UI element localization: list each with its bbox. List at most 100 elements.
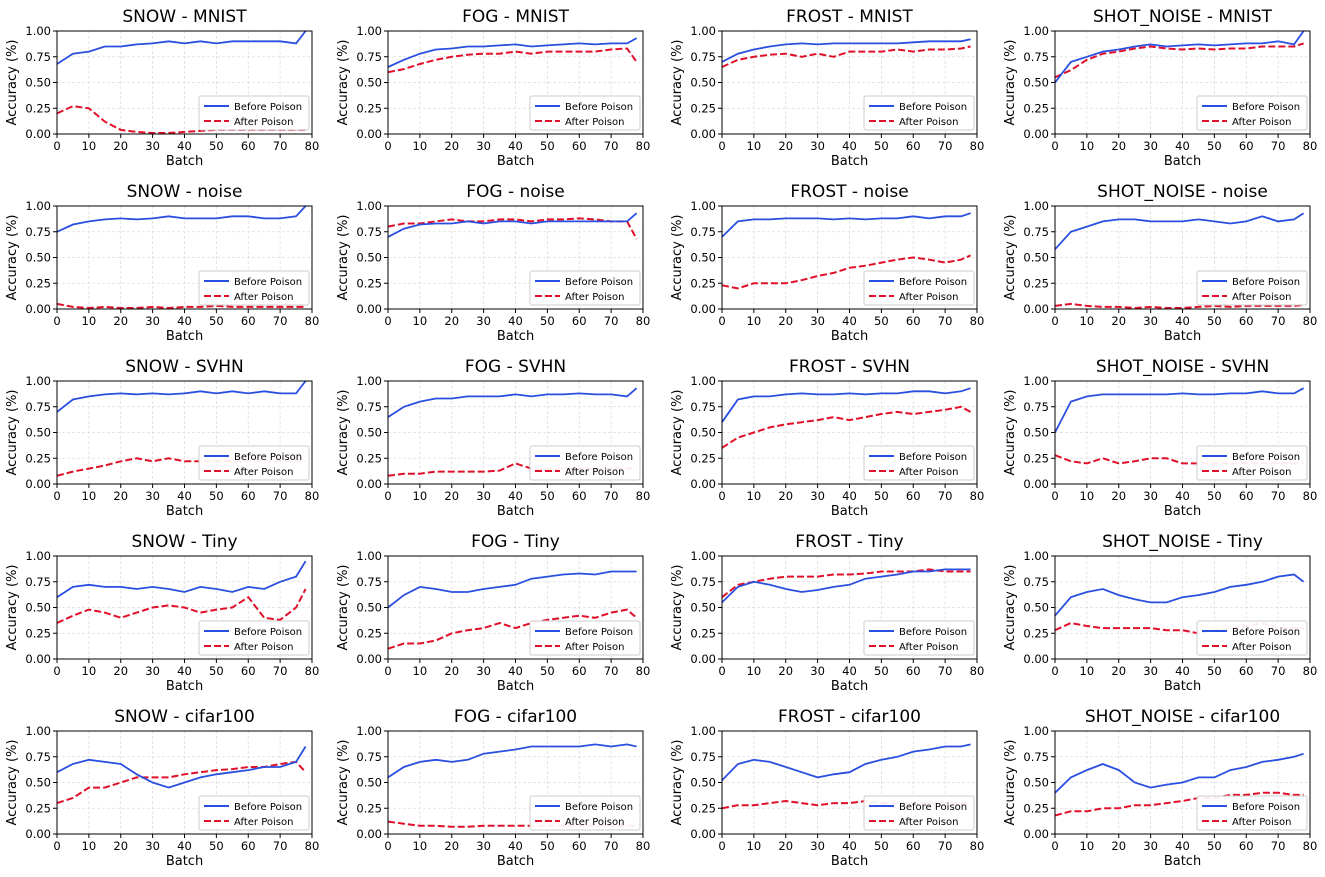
x-tick-label: 20 — [444, 314, 459, 328]
legend-label-after: After Poison — [1232, 117, 1291, 128]
x-tick-label: 80 — [636, 139, 651, 153]
y-tick-label: 0.75 — [690, 750, 716, 764]
series-before-poison — [387, 212, 638, 238]
x-tick-label: 60 — [906, 489, 921, 503]
y-tick-label: 1.00 — [356, 549, 382, 563]
x-tick-label: 50 — [540, 489, 555, 503]
x-axis-label: Batch — [166, 679, 203, 694]
y-tick-label: 0.25 — [356, 276, 382, 290]
series-after-poison — [56, 302, 306, 310]
series-before-poison — [1054, 573, 1305, 617]
y-tick-label: 0.00 — [25, 302, 51, 316]
y-tick-label: 1.00 — [1023, 724, 1049, 738]
legend-label-before: Before Poison — [565, 802, 633, 813]
x-tick-label: 80 — [636, 314, 651, 328]
legend-label-before: Before Poison — [899, 627, 967, 638]
legend-label-after: After Poison — [234, 292, 293, 303]
x-tick-label: 10 — [82, 314, 97, 328]
x-tick-label: 20 — [778, 489, 793, 503]
x-tick-label: 30 — [145, 664, 160, 678]
y-tick-label: 0.75 — [1023, 575, 1049, 589]
y-tick-label: 0.25 — [25, 801, 51, 815]
subplot-title: SHOT_NOISE - Tiny — [1102, 532, 1263, 552]
legend: Before Poison After Poison — [1196, 620, 1308, 656]
x-tick-label: 0 — [1051, 139, 1058, 153]
x-axis-label: Batch — [831, 154, 868, 169]
y-tick-label: 0.75 — [690, 575, 716, 589]
x-tick-label: 80 — [970, 314, 985, 328]
legend-label-after: After Poison — [899, 467, 958, 478]
x-tick-label: 10 — [747, 139, 762, 153]
x-tick-label: 0 — [1051, 314, 1058, 328]
x-tick-label: 30 — [476, 664, 491, 678]
y-tick-label: 0.00 — [356, 302, 382, 316]
y-tick-label: 0.00 — [25, 477, 51, 491]
y-tick-label: 0.75 — [356, 225, 382, 239]
x-tick-label: 70 — [1271, 664, 1286, 678]
axes-frame — [56, 730, 313, 835]
x-tick-label: 40 — [842, 139, 857, 153]
subplot-title: FOG - MNIST — [462, 7, 569, 27]
axes-frame — [721, 555, 978, 660]
y-tick-label: 0.50 — [690, 776, 716, 790]
x-axis-label: Batch — [831, 504, 868, 519]
x-axis-label: Batch — [166, 154, 203, 169]
y-tick-label: 1.00 — [690, 374, 716, 388]
x-tick-label: 70 — [1271, 139, 1286, 153]
subplot: SNOW - MNIST 0 10 20 30 40 50 60 70 80 0.00 0.25 0.5… — [5, 7, 319, 169]
x-tick-label: 10 — [1080, 314, 1095, 328]
legend-label-before: Before Poison — [565, 102, 633, 113]
series-after-poison — [721, 254, 972, 290]
series-before-poison — [387, 570, 637, 609]
series-after-poison — [1054, 42, 1304, 79]
x-tick-label: 40 — [508, 664, 523, 678]
x-tick-label: 10 — [1080, 489, 1095, 503]
subplot-title: SNOW - noise — [127, 182, 243, 202]
x-tick-label: 60 — [572, 139, 587, 153]
x-tick-label: 80 — [1303, 489, 1318, 503]
x-tick-label: 80 — [636, 489, 651, 503]
x-tick-label: 70 — [604, 839, 619, 853]
subplot: FOG - Tiny 0 10 20 30 40 50 60 70 80 0.00 0.25 0.50 0… — [336, 532, 650, 694]
legend-label-before: Before Poison — [234, 627, 302, 638]
x-tick-label: 0 — [384, 839, 391, 853]
x-tick-label: 30 — [1143, 839, 1158, 853]
x-tick-label: 60 — [906, 839, 921, 853]
y-tick-label: 0.00 — [356, 652, 382, 666]
legend-label-after: After Poison — [1232, 292, 1291, 303]
subplot: FROST - SVHN 0 10 20 30 40 50 60 70 80 0.00 0.25 0.5… — [670, 357, 984, 519]
series-after-poison — [387, 608, 638, 650]
y-tick-label: 0.75 — [356, 50, 382, 64]
x-tick-label: 20 — [778, 664, 793, 678]
x-tick-label: 80 — [305, 489, 320, 503]
y-tick-label: 1.00 — [25, 24, 51, 38]
series-before-poison — [721, 568, 971, 604]
x-tick-label: 50 — [209, 139, 224, 153]
axes-frame — [387, 30, 644, 135]
legend: Before Poison After Poison — [529, 795, 641, 831]
x-tick-label: 50 — [209, 314, 224, 328]
x-tick-label: 40 — [842, 664, 857, 678]
x-axis-label: Batch — [1164, 329, 1201, 344]
x-tick-label: 0 — [53, 489, 60, 503]
series-before-poison — [56, 746, 307, 789]
subplot: SNOW - Tiny 0 10 20 30 40 50 60 70 80 0.00 0.25 0.50… — [5, 532, 319, 694]
y-tick-label: 0.25 — [25, 451, 51, 465]
legend: Before Poison After Poison — [1196, 270, 1308, 306]
series-before-poison — [387, 743, 637, 779]
x-tick-label: 10 — [1080, 139, 1095, 153]
y-tick-label: 0.50 — [356, 776, 382, 790]
legend: Before Poison After Poison — [1196, 445, 1308, 481]
y-axis-label: Accuracy (%) — [1003, 215, 1018, 301]
x-axis-label: Batch — [831, 854, 868, 869]
x-tick-label: 70 — [604, 489, 619, 503]
x-tick-label: 10 — [747, 839, 762, 853]
legend: Before Poison After Poison — [863, 620, 975, 656]
y-tick-label: 1.00 — [690, 724, 716, 738]
y-tick-label: 0.25 — [1023, 801, 1049, 815]
x-tick-label: 40 — [177, 489, 192, 503]
x-tick-label: 30 — [810, 314, 825, 328]
x-tick-label: 70 — [938, 489, 953, 503]
x-tick-label: 60 — [1239, 314, 1254, 328]
y-tick-label: 0.75 — [356, 575, 382, 589]
